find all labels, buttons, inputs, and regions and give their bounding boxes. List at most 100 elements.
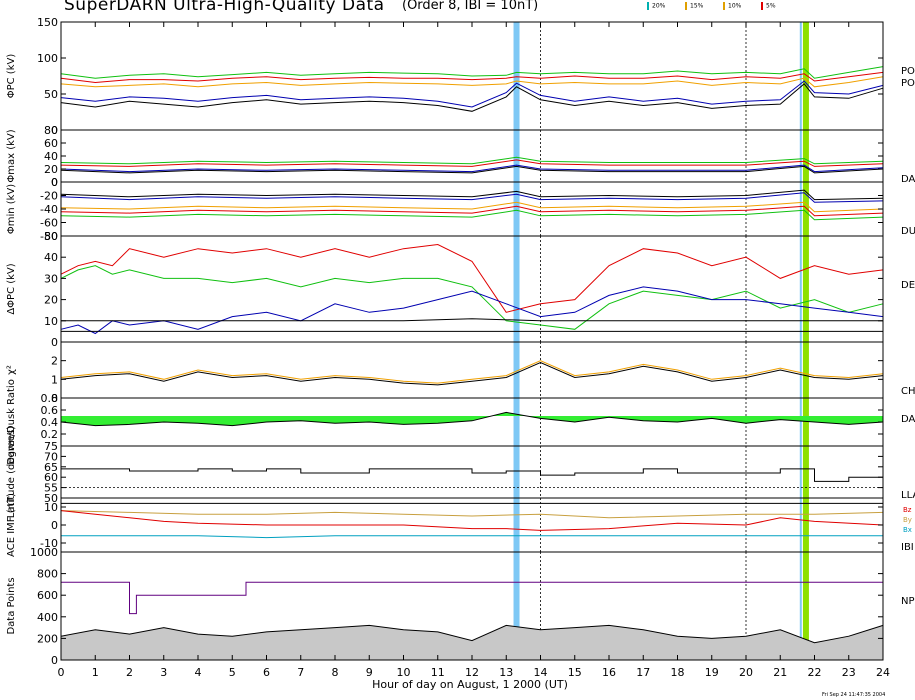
y-axis-label: ΦPC (kV) [6,54,17,99]
y-axis-label: Φmin (kV) [6,184,17,234]
x-tick-label: 10 [397,666,411,679]
series-line [60,80,884,108]
series-line [60,83,884,112]
panel-right-label: CH [901,386,915,397]
y-tick-label: 0 [51,176,58,189]
imf-legend-label: Bz [903,506,912,514]
panel-right-label: PO [901,66,915,77]
x-tick-label: 6 [263,666,270,679]
y-tick-label: 40 [44,251,58,264]
y-axis-label: ACE IMF (nT) [6,493,17,557]
x-tick-label: 7 [297,666,304,679]
key-item: 5% [761,2,776,10]
series-line [60,510,884,519]
x-tick-label: 3 [160,666,167,679]
y-axis-label: Dawn/Dusk Ratio [6,379,17,465]
event-highlight [513,22,520,660]
y-tick-label: 0 [51,176,58,189]
series-line [60,243,884,313]
y-tick-label: 400 [37,611,58,624]
y-tick-label: 80 [44,124,58,137]
y-tick-label: 800 [37,568,58,581]
panel-delta-phi: 0 10 20 30 40 50 ΔΦPC (kV) DE [6,230,915,349]
event-highlight [802,22,809,660]
panel-chi: 0 1 2 χ² CH [6,341,915,405]
series-line [60,360,884,384]
y-tick-label: 60 [44,137,58,150]
x-tick-label: 17 [636,666,650,679]
series-line [60,265,884,330]
y-tick-label: 0 [51,124,58,137]
panel-phi-min: -80-60-40-200 Φmin (kV) DU [6,176,915,243]
y-tick-label: 50 [44,230,58,243]
x-tick-label: 22 [808,666,822,679]
series-line [60,624,884,644]
key-item: 10% [723,2,741,10]
series-line [60,76,884,88]
panel-right-label: IBI [901,542,914,553]
panel-right-label: DU [901,226,915,237]
x-tick-label: 21 [773,666,787,679]
panel-right-label: LLA [901,490,915,501]
series-line [60,201,884,213]
y-tick-label: 150 [37,16,58,29]
y-tick-label: 20 [44,163,58,176]
series-line [60,209,884,221]
y-tick-label: -40 [40,203,58,216]
y-tick-label: 100 [37,52,58,65]
series-line [60,156,884,165]
series-line [60,159,884,167]
series-line [60,71,884,84]
y-tick-label: 55 [44,482,58,495]
panel-frame [60,497,884,553]
y-tick-label: 600 [37,589,58,602]
x-tick-label: 16 [602,666,616,679]
series-line [60,189,884,201]
series-line [61,581,883,615]
x-tick-label: 20 [739,666,753,679]
y-axis-label: Latitude (degrees) [6,426,17,518]
x-tick-label: 19 [705,666,719,679]
key-item: 20% [647,2,665,10]
series-line [60,165,884,174]
panel-right-label: PO [901,78,915,89]
y-tick-label: 1000 [30,546,58,559]
y-tick-label: 0 [51,519,58,532]
y-tick-label: -10 [40,537,58,550]
y-tick-label: 0.2 [41,428,59,441]
page-subtitle: (Order 8, IBI = 10nT) [402,0,539,13]
y-axis-label: χ² [6,365,17,375]
event-highlight [799,22,802,660]
y-tick-label: 50 [44,88,58,101]
y-tick-label: 20 [44,294,58,307]
x-tick-label: 13 [499,666,513,679]
y-tick-label: 10 [44,501,58,514]
x-tick-label: 4 [195,666,202,679]
ratio-fill [61,412,883,426]
y-axis-label: Data Points [6,577,17,634]
page-title: SuperDARN Ultra-High-Quality Data [64,0,385,15]
y-tick-label: 75 [44,440,58,453]
series-line [60,164,884,173]
x-axis-label: Hour of day on August, 1 2000 (UT) [372,678,568,691]
y-tick-label: 200 [37,632,58,645]
y-tick-label: 1 [51,373,58,386]
y-axis-label: Φmax (kV) [6,129,17,182]
series-line [61,318,883,322]
y-tick-label: 0 [51,654,58,667]
y-tick-label: 0.6 [41,404,59,417]
panel-right-label: DE [901,280,915,291]
x-tick-label: 15 [568,666,582,679]
series-line [60,192,884,203]
key-item: 15% [685,2,703,10]
x-tick-label: 23 [842,666,856,679]
x-tick-label: 8 [332,666,339,679]
x-tick-label: 0 [58,666,65,679]
x-tick-label: 1 [92,666,99,679]
y-tick-label: 0 [51,336,58,349]
series-line [61,535,883,539]
panel-right-label: DA [901,414,915,425]
series-area [61,625,883,660]
